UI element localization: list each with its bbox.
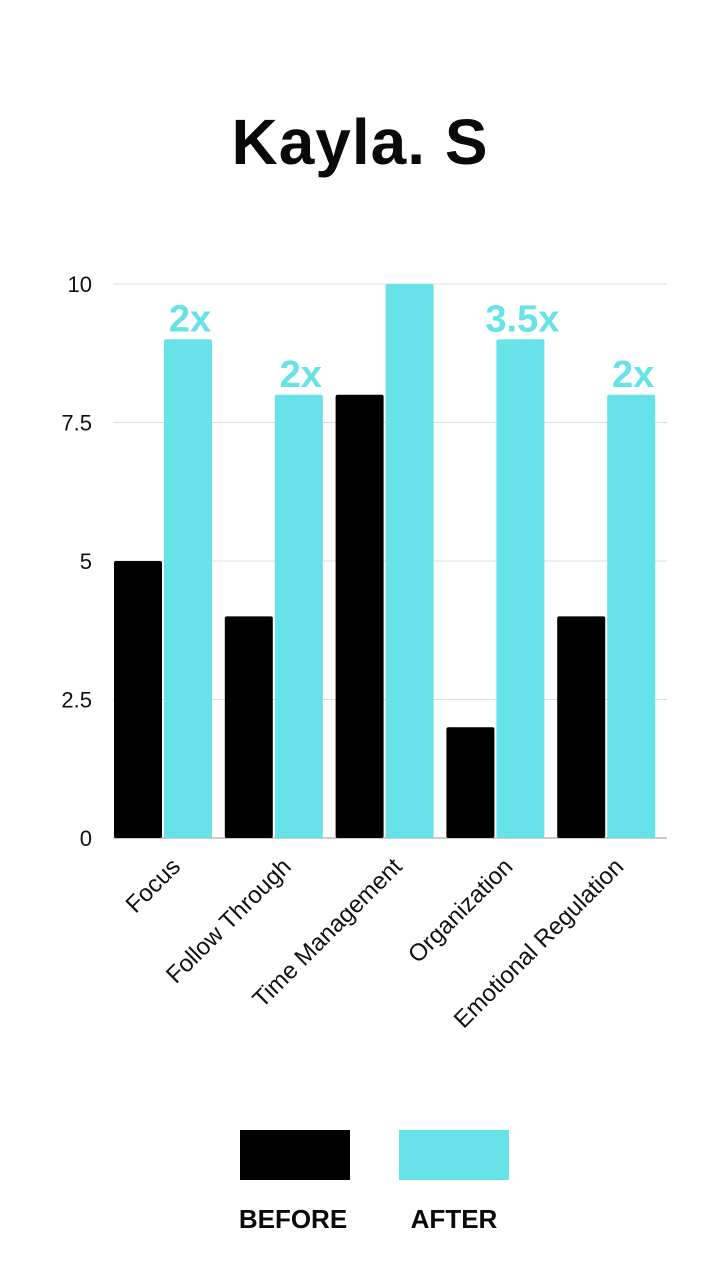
y-tick-label: 5 [80, 549, 92, 574]
legend-swatch-after [399, 1130, 509, 1180]
multiplier-label: 2x [169, 298, 211, 340]
bar-before [446, 727, 495, 838]
chart-title: Kayla. S [231, 106, 489, 178]
bar-after [496, 339, 545, 838]
x-category-label: Organization [403, 853, 518, 968]
bar-before [335, 394, 384, 838]
bar-after [274, 394, 323, 838]
legend-label-after: AFTER [410, 1204, 498, 1234]
y-tick-label: 2.5 [61, 688, 92, 713]
legend-swatch-before [240, 1130, 350, 1180]
y-tick-label: 0 [80, 826, 92, 851]
y-tick-label: 10 [68, 272, 92, 297]
x-category-label: Focus [121, 853, 186, 918]
bar-after [164, 339, 212, 838]
bar-after [607, 394, 656, 838]
legend: BEFORE AFTER [0, 1130, 720, 1240]
multiplier-label: 3.5x [485, 298, 559, 340]
multiplier-label: 2x [280, 354, 322, 396]
y-tick-label: 7.5 [61, 411, 92, 436]
legend-label-before: BEFORE [238, 1204, 348, 1234]
bar-after [385, 284, 434, 838]
bar-before [557, 616, 606, 838]
multiplier-label: 2x [612, 354, 654, 396]
bar-before [114, 561, 162, 838]
bar-before [224, 616, 273, 838]
